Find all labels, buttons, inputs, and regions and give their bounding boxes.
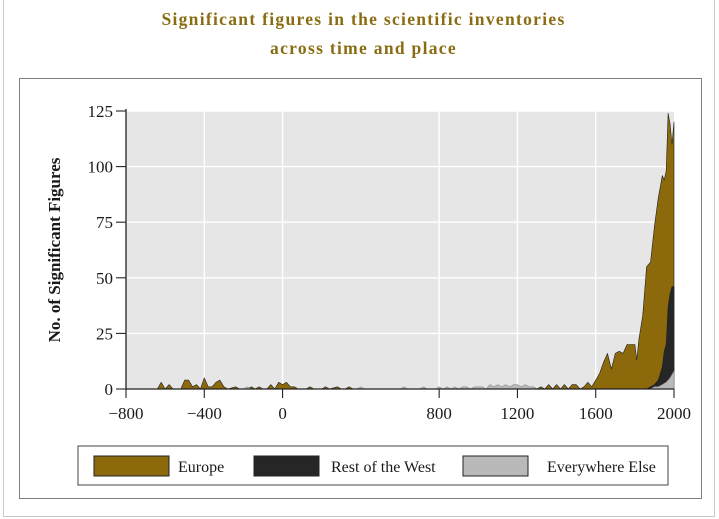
y-tick-label: 100 [88,158,114,177]
y-tick-label: 0 [105,380,114,399]
y-tick-label: 25 [96,324,113,343]
y-tick-label: 75 [96,213,113,232]
x-tick-label: −800 [108,404,143,423]
chart-svg: 0 25 50 75 100 125 −800 −400 0 800 1200 1600 2000 No.… [45,102,691,486]
y-tick-label: 125 [88,102,114,121]
x-tick-label: −400 [187,404,222,423]
x-tick-label: 1600 [579,404,613,423]
legend: Europe Rest of the West Everywhere Else [77,445,669,486]
legend-swatch-rest-of-the-west [253,455,320,477]
plot-background [126,111,674,389]
y-tick-label: 50 [96,269,113,288]
legend-label-europe: Europe [178,459,224,476]
x-tick-label: 1200 [500,404,534,423]
x-tick-label: 800 [426,404,452,423]
x-tick-label: 0 [278,404,287,423]
legend-box [77,445,669,486]
chart-frame: Significant figures in the scientific in… [3,0,715,517]
y-axis-label: No. of Significant Figures [45,157,64,342]
legend-swatch-everywhere-else [462,455,529,477]
chart-title-line-1: Significant figures in the scientific in… [161,9,566,29]
legend-label-rest-of-the-west: Rest of the West [331,459,436,476]
chart-panel: 0 25 50 75 100 125 −800 −400 0 800 1200 1600 2000 No.… [19,78,702,499]
legend-label-everywhere-else: Everywhere Else [547,459,656,476]
axes: 0 25 50 75 100 125 −800 −400 0 800 1200 1600 2000 No.… [45,102,691,423]
chart-title-line-2: across time and place [270,38,457,58]
plot-area [125,110,675,390]
x-tick-label: 2000 [657,404,691,423]
legend-swatch-europe [93,455,170,477]
